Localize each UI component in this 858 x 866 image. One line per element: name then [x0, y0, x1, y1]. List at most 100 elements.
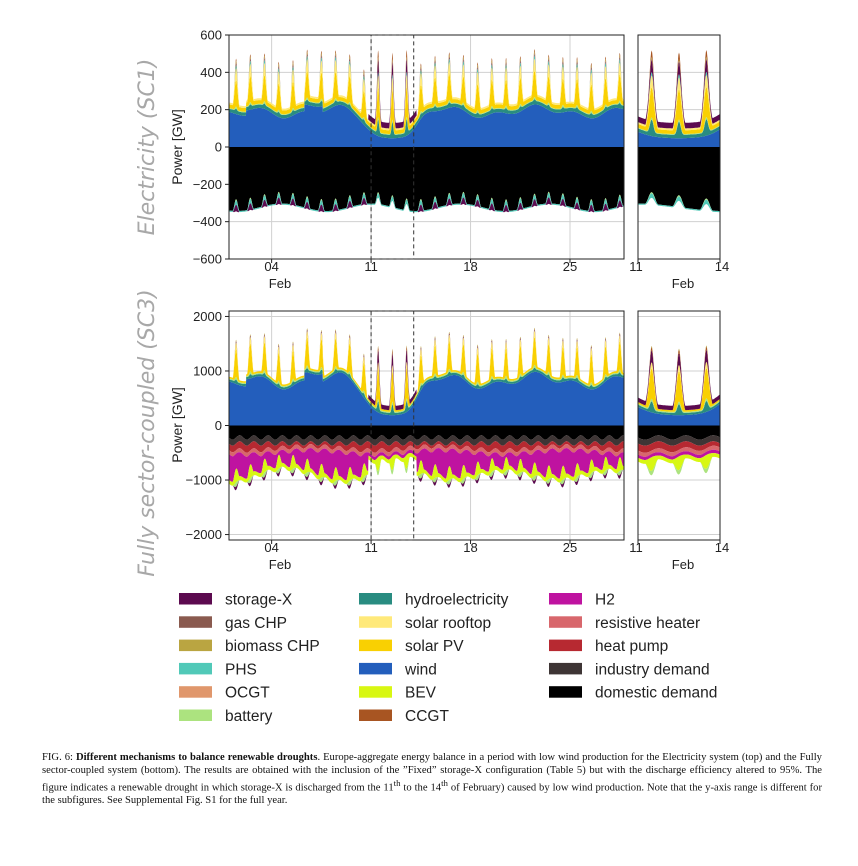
top-ytick-label: −400: [193, 214, 222, 229]
bottom-xtick-label: 04: [264, 540, 278, 555]
legend-swatch-industry-demand: [549, 662, 582, 675]
legend-swatch-resistive-heater: [549, 616, 582, 628]
legend-label-hydroelectricity: hydroelectricity: [405, 592, 509, 609]
top-ytick-label: 400: [200, 65, 222, 80]
top-series-PHS: [229, 192, 624, 213]
bottom-zoom-panel: 11 14 Feb: [629, 310, 729, 572]
top-series-storage-X: [229, 197, 624, 213]
bottom-month-label: Feb: [269, 557, 291, 572]
top-zoom-series-battery: [638, 192, 720, 211]
bottom-series-BEV: [229, 453, 624, 486]
legend-label-domestic-demand: domestic demand: [595, 685, 717, 702]
legend-label-CCGT: CCGT: [405, 708, 449, 725]
top-zoom-xtick-label: 11: [629, 259, 643, 274]
figure-caption: FIG. 6: Different mechanisms to balance …: [42, 752, 822, 808]
top-ytick-label: 600: [200, 28, 222, 43]
bottom-xtick-label: 25: [563, 540, 577, 555]
bottom-main-panel: 2000 1000 0 −1000 −2000 04 11 18 25 Feb: [185, 309, 625, 572]
legend-label-BEV: BEV: [405, 685, 437, 702]
legend-swatch-gas-CHP: [179, 616, 212, 628]
top-ytick-label: −200: [193, 177, 222, 192]
bottom-zoom-series-BEV: [638, 453, 720, 471]
top-xtick-label: 25: [563, 259, 577, 274]
top-ytick-label: −600: [193, 252, 222, 267]
bottom-series-resistive-heater: [229, 444, 624, 457]
legend-label-solar-PV: solar PV: [405, 638, 464, 655]
top-zoom-series-battery: [638, 117, 720, 135]
bottom-ytick-label: 1000: [193, 363, 222, 378]
top-zoom-series-solar-rooftop: [638, 75, 720, 131]
bottom-ytick-label: −2000: [185, 527, 222, 542]
top-y-axis-title: Power [GW]: [169, 109, 185, 184]
caption-text-2: to the 14: [400, 782, 442, 794]
bottom-zoom-xtick-label: 14: [715, 540, 729, 555]
legend-swatch-biomass-CHP: [179, 639, 212, 652]
legend-label-heat-pump: heat pump: [595, 638, 668, 655]
legend-swatch-CCGT: [359, 709, 392, 721]
top-zoom-series-PHS: [638, 193, 720, 213]
caption-sup-2: th: [441, 778, 448, 789]
top-drought-window: [370, 34, 415, 260]
top-main-panel: 600 400 200 0 −200 −400 −600 04 11 18 25 Feb: [193, 28, 625, 291]
legend-swatch-BEV: [359, 686, 392, 698]
bottom-ytick-label: 2000: [193, 309, 222, 324]
top-zoom-series-solar-PV: [638, 87, 720, 134]
caption-text-1: . Europe-aggregate energy balance in a p…: [42, 752, 822, 794]
top-zoom-series-domestic-demand: [638, 147, 720, 211]
bottom-zoom-series-storage-X: [638, 349, 720, 411]
legend: storage-X gas CHP biomass CHP PHS OCGT batter…: [179, 592, 717, 725]
top-xtick-label: 18: [463, 259, 477, 274]
top-xtick-label: 11: [364, 259, 378, 274]
bottom-zoom-series-wind: [638, 403, 720, 426]
top-ytick-label: 0: [215, 140, 222, 155]
bottom-zoom-series-hydroelectricity: [638, 401, 720, 416]
bottom-series-industry-demand: [229, 435, 624, 446]
bottom-zoom-series-resistive-heater: [638, 445, 720, 457]
bottom-zoom-xtick-label: 11: [629, 540, 643, 555]
legend-swatch-PHS: [179, 662, 212, 675]
top-month-label: Feb: [269, 276, 291, 291]
legend-swatch-hydroelectricity: [359, 593, 392, 605]
legend-swatch-solar-rooftop: [359, 616, 392, 628]
bottom-ytick-label: −1000: [185, 473, 222, 488]
legend-label-industry-demand: industry demand: [595, 661, 710, 678]
caption-sup-1: th: [393, 778, 401, 789]
legend-label-battery: battery: [225, 708, 273, 725]
legend-label-OCGT: OCGT: [225, 685, 270, 702]
bottom-zoom-month-label: Feb: [672, 557, 694, 572]
top-series-hydroelectricity: [229, 99, 624, 139]
legend-label-gas-CHP: gas CHP: [225, 615, 287, 632]
legend-swatch-battery: [179, 709, 212, 721]
bottom-zoom-series-industry-demand: [638, 435, 720, 446]
bottom-xtick-label: 18: [463, 540, 477, 555]
legend-label-wind: wind: [404, 661, 437, 678]
bottom-zoom-series-battery: [638, 456, 720, 476]
top-series-domestic-demand: [229, 147, 624, 211]
bottom-drought-window: [370, 310, 415, 541]
top-xtick-label: 04: [264, 259, 278, 274]
bottom-series-wind: [229, 371, 624, 426]
legend-swatch-OCGT: [179, 686, 212, 698]
top-series-solar-PV: [229, 71, 624, 134]
bottom-series-H2: [229, 448, 624, 482]
caption-title: Different mechanisms to balance renewabl…: [75, 752, 318, 763]
top-zoom-series-storage-X: [638, 59, 720, 129]
legend-swatch-heat-pump: [549, 639, 582, 652]
caption-text-3: of February) caused by low wind producti…: [42, 782, 822, 807]
legend-label-storage-X: storage-X: [225, 592, 293, 609]
bottom-ytick-label: 0: [215, 418, 222, 433]
bottom-xtick-label: 11: [364, 540, 378, 555]
top-zoom-month-label: Feb: [672, 276, 694, 291]
top-zoom-series-hydroelectricity: [638, 119, 720, 139]
legend-swatch-wind: [359, 662, 392, 675]
bottom-zoom-frame: [637, 310, 721, 541]
bottom-y-axis-title: Power [GW]: [169, 387, 185, 462]
top-zoom-panel: 11 14 Feb: [629, 34, 729, 291]
energy-balance-figure: Electricity (SC1) Fully sector-coupled (…: [135, 28, 729, 726]
bottom-zoom-series-H2: [638, 449, 720, 460]
bottom-zoom-series-domestic-demand: [638, 425, 720, 440]
row-label-electricity: Electricity (SC1): [135, 59, 160, 236]
legend-label-PHS: PHS: [225, 661, 257, 678]
legend-swatch-storage-X: [179, 593, 212, 605]
top-zoom-xtick-label: 14: [715, 259, 729, 274]
